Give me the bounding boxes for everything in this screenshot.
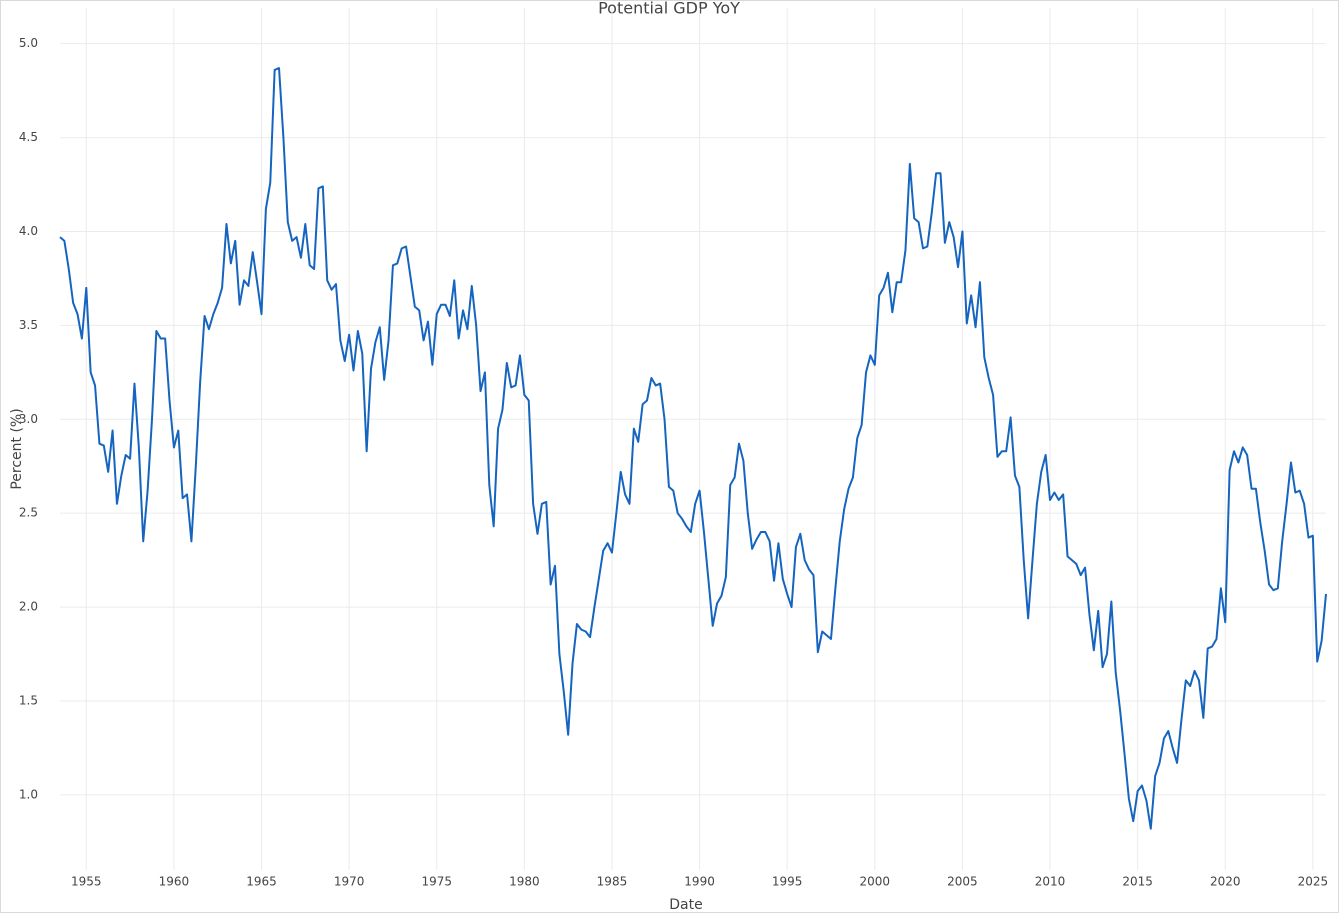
x-tick-label: 1990 bbox=[684, 875, 715, 889]
y-tick-label: 2.5 bbox=[19, 506, 38, 520]
x-tick-label: 1965 bbox=[246, 875, 277, 889]
chart-title: Potential GDP YoY bbox=[598, 0, 740, 18]
x-tick-label: 1970 bbox=[334, 875, 365, 889]
y-tick-label: 5.0 bbox=[19, 36, 38, 50]
x-tick-label: 1980 bbox=[509, 875, 540, 889]
x-tick-label: 2010 bbox=[1035, 875, 1066, 889]
y-tick-label: 3.5 bbox=[19, 318, 38, 332]
x-tick-label: 2025 bbox=[1298, 875, 1329, 889]
x-axis-label: Date bbox=[669, 897, 702, 913]
y-axis-label: Percent (%) bbox=[9, 408, 25, 489]
y-tick-label: 3.0 bbox=[19, 412, 38, 426]
data-line bbox=[59, 67, 1327, 830]
x-tick-label: 1975 bbox=[421, 875, 452, 889]
y-tick-label: 1.0 bbox=[19, 787, 38, 801]
y-tick-label: 1.5 bbox=[19, 693, 38, 707]
x-tick-label: 2015 bbox=[1122, 875, 1153, 889]
x-tick-label: 2005 bbox=[947, 875, 978, 889]
y-tick-label: 2.0 bbox=[19, 600, 38, 614]
y-tick-label: 4.5 bbox=[19, 130, 38, 144]
x-tick-label: 2020 bbox=[1210, 875, 1241, 889]
x-tick-label: 2000 bbox=[860, 875, 891, 889]
x-tick-label: 1995 bbox=[772, 875, 803, 889]
y-tick-label: 4.0 bbox=[19, 224, 38, 238]
x-tick-label: 1955 bbox=[71, 875, 102, 889]
x-tick-label: 1985 bbox=[597, 875, 628, 889]
x-tick-label: 1960 bbox=[159, 875, 190, 889]
